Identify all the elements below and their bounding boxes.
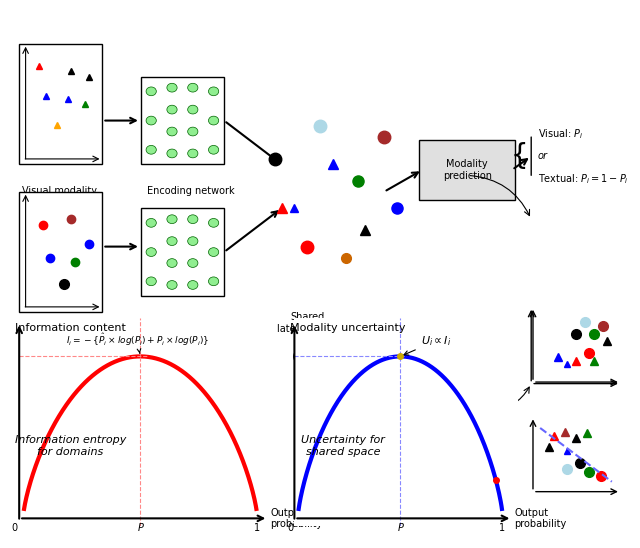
Circle shape	[209, 277, 219, 286]
Circle shape	[167, 83, 177, 92]
Text: $U_i\propto I_i$: $U_i\propto I_i$	[404, 334, 451, 355]
Circle shape	[167, 127, 177, 136]
Circle shape	[146, 277, 156, 286]
Text: P: P	[397, 523, 403, 533]
Text: Uncertainty for
shared space: Uncertainty for shared space	[301, 435, 385, 456]
Text: Modality
prediction: Modality prediction	[443, 159, 492, 181]
Text: 1: 1	[499, 523, 505, 533]
Circle shape	[188, 105, 198, 114]
FancyBboxPatch shape	[19, 44, 102, 164]
Text: P: P	[138, 523, 143, 533]
Circle shape	[209, 116, 219, 125]
Circle shape	[188, 281, 198, 289]
Text: 1: 1	[253, 523, 260, 533]
Text: Visual: $P_i$: Visual: $P_i$	[538, 127, 583, 141]
Circle shape	[167, 149, 177, 158]
Text: Output
probability: Output probability	[515, 507, 566, 529]
Circle shape	[167, 105, 177, 114]
Text: Output
probability: Output probability	[271, 507, 323, 529]
Circle shape	[209, 248, 219, 256]
Circle shape	[188, 127, 198, 136]
Circle shape	[209, 145, 219, 154]
Circle shape	[146, 116, 156, 125]
Circle shape	[209, 219, 219, 227]
Text: Shared
latent space: Shared latent space	[277, 312, 337, 334]
Text: Visual modality: Visual modality	[22, 186, 97, 196]
FancyBboxPatch shape	[19, 192, 102, 312]
Circle shape	[146, 87, 156, 96]
Circle shape	[146, 219, 156, 227]
Text: Textual modality: Textual modality	[19, 334, 100, 344]
Circle shape	[167, 237, 177, 246]
Text: Modality uncertainty: Modality uncertainty	[291, 323, 406, 333]
Text: Encoding network: Encoding network	[147, 186, 235, 196]
Text: 0: 0	[12, 523, 18, 533]
Circle shape	[167, 215, 177, 224]
Text: $I_i=-\{\hat{P}_i\times log(P_i)+P_i\times log(P_i)\}$: $I_i=-\{\hat{P}_i\times log(P_i)+P_i\tim…	[66, 332, 209, 353]
Circle shape	[188, 149, 198, 158]
Text: (a): (a)	[292, 351, 310, 364]
Text: Textual: $P_i = 1-P_i$: Textual: $P_i = 1-P_i$	[538, 172, 628, 186]
Text: 0: 0	[287, 523, 293, 533]
Circle shape	[167, 281, 177, 289]
Text: Information content: Information content	[15, 323, 125, 333]
Circle shape	[188, 83, 198, 92]
Circle shape	[188, 237, 198, 246]
Circle shape	[146, 248, 156, 256]
FancyBboxPatch shape	[419, 140, 515, 200]
Text: {: {	[511, 142, 529, 170]
Circle shape	[167, 259, 177, 267]
FancyBboxPatch shape	[141, 208, 224, 296]
Circle shape	[188, 215, 198, 224]
Circle shape	[209, 87, 219, 96]
FancyBboxPatch shape	[141, 77, 224, 164]
Text: Information entropy
for domains: Information entropy for domains	[15, 435, 126, 456]
Text: or: or	[538, 151, 548, 161]
Circle shape	[146, 145, 156, 154]
Circle shape	[188, 259, 198, 267]
